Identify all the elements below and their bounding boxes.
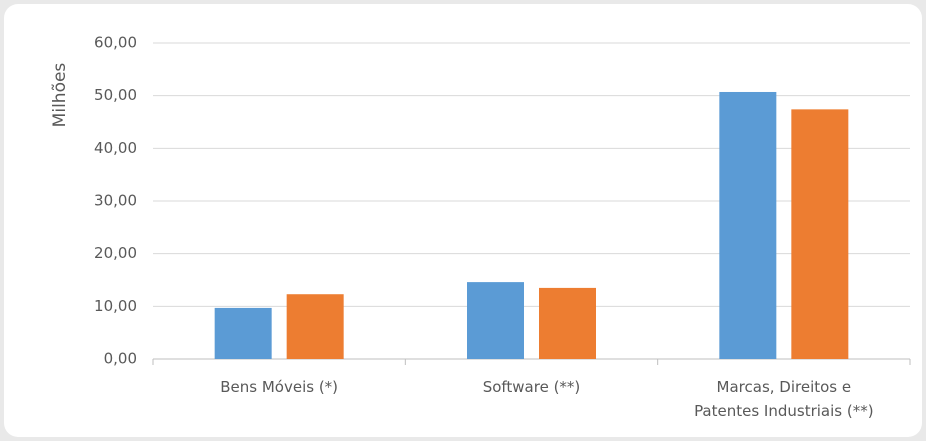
y-tick-label: 30,00 [94, 192, 137, 210]
bar [539, 287, 596, 359]
bar [286, 294, 344, 359]
bar [214, 307, 272, 359]
y-tick-label: 10,00 [94, 297, 137, 315]
y-tick-label: 40,00 [94, 139, 137, 157]
x-tick-label: Software (**) [482, 378, 581, 396]
bar [467, 282, 524, 359]
y-axis-label: Milhões [50, 63, 70, 128]
bar [791, 109, 849, 359]
x-tick-label: Bens Móveis (*) [220, 378, 339, 396]
x-tick-label: Marcas, Direitos e Patentes Industriais … [694, 378, 874, 420]
y-tick-label: 0,00 [104, 350, 137, 368]
y-tick-label: 60,00 [94, 34, 137, 52]
bar [719, 91, 777, 359]
y-tick-label: 20,00 [94, 244, 137, 262]
y-tick-label: 50,00 [94, 86, 137, 104]
